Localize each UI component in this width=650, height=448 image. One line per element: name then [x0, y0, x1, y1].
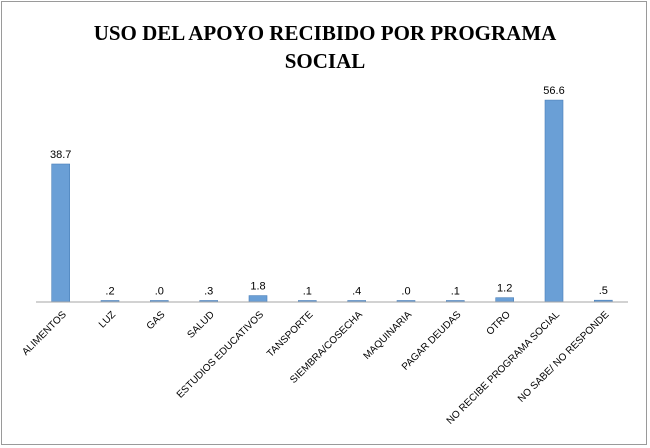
- bars-layer: [51, 99, 613, 303]
- tick-label-estudios-educativos: ESTUDIOS EDUCATIVOS: [175, 309, 267, 401]
- data-label-no-sabe-no-responde: .5: [599, 285, 608, 297]
- data-label-pagar-deudas: .1: [451, 286, 460, 298]
- tick-label-no-sabe-no-responde: NO SABE/ NO RESPONDE: [516, 309, 612, 405]
- chart-title-line-2: SOCIAL: [285, 49, 366, 73]
- data-label-gas: .0: [155, 286, 164, 298]
- tick-label-maquinaria: MAQUINARIA: [362, 309, 415, 362]
- data-label-alimentos: 38.7: [50, 149, 71, 161]
- data-label-salud: .3: [204, 286, 213, 298]
- bar-no-recibe-programa-social: [544, 99, 564, 303]
- data-labels-layer: 38.7 .2 .0 .3 1.8 .1 .4 .0 .1 1.2 56.6 .5: [50, 85, 608, 297]
- tick-label-tansporte: TANSPORTE: [265, 309, 316, 360]
- tick-label-alimentos: ALIMENTOS: [20, 309, 69, 358]
- bar-estudios-educativos: [248, 295, 268, 303]
- data-label-siembra-cosecha: .4: [352, 286, 361, 298]
- tick-label-salud: SALUD: [185, 309, 216, 340]
- bar-otro: [495, 297, 515, 303]
- data-label-estudios-educativos: 1.8: [250, 281, 265, 293]
- bar-alimentos: [51, 163, 71, 303]
- chart-title-line-1: USO DEL APOYO RECIBIDO POR PROGRAMA: [94, 21, 557, 45]
- data-label-tansporte: .1: [303, 286, 312, 298]
- tick-label-luz: LUZ: [97, 309, 118, 330]
- data-label-luz: .2: [105, 286, 114, 298]
- data-label-maquinaria: .0: [401, 286, 410, 298]
- tick-label-gas: GAS: [145, 309, 168, 332]
- data-label-no-recibe-programa-social: 56.6: [543, 85, 564, 97]
- data-label-otro: 1.2: [497, 283, 512, 295]
- tick-label-otro: OTRO: [485, 309, 513, 337]
